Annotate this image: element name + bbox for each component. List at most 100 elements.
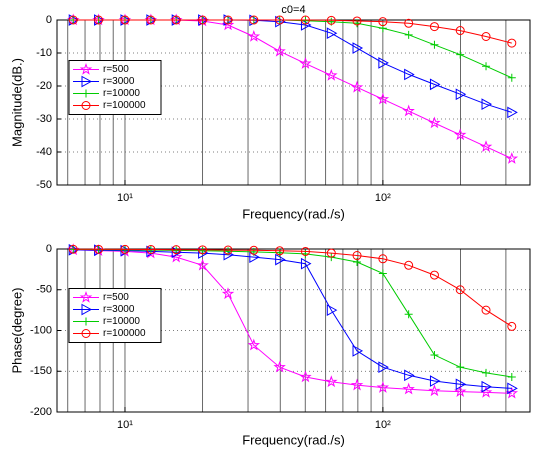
marker [94, 15, 104, 25]
y-tick-label: -40 [36, 146, 52, 158]
marker [456, 50, 465, 59]
marker [81, 329, 91, 338]
marker [428, 384, 441, 397]
x-tick-label: 10¹ [117, 419, 133, 431]
marker [325, 375, 338, 388]
marker [455, 285, 465, 295]
y-tick-label: -20 [36, 80, 52, 92]
marker [378, 57, 389, 69]
marker [479, 140, 493, 153]
marker [68, 244, 78, 254]
marker [404, 18, 414, 28]
y-tick-label: -100 [30, 324, 52, 336]
legend-label: r=10000 [103, 316, 140, 327]
marker [275, 248, 284, 257]
marker [326, 304, 338, 316]
marker [507, 73, 516, 82]
legend-label: r=500 [103, 292, 129, 303]
marker [249, 15, 259, 25]
marker [481, 380, 493, 393]
marker [429, 270, 439, 280]
marker [455, 88, 467, 101]
marker [352, 42, 364, 54]
y-axis-label: Phase(degree) [9, 288, 24, 374]
marker [223, 15, 233, 25]
marker [430, 40, 439, 49]
marker [456, 363, 465, 372]
marker [507, 321, 517, 331]
marker [350, 378, 364, 391]
y-tick-label: -50 [36, 179, 52, 191]
marker [299, 57, 312, 69]
marker [429, 375, 441, 387]
marker [82, 317, 90, 326]
marker [507, 38, 517, 48]
marker [507, 382, 518, 395]
marker [404, 68, 415, 81]
marker [429, 78, 441, 91]
marker [247, 338, 261, 351]
x-axis-label: Frequency(rad./s) [242, 206, 345, 221]
y-tick-label: 0 [46, 243, 52, 255]
y-tick-label: -200 [30, 406, 52, 418]
marker [146, 244, 156, 254]
marker [378, 269, 387, 278]
marker [146, 15, 156, 25]
marker [429, 22, 439, 32]
y-tick-label: -30 [36, 113, 52, 125]
marker [404, 260, 414, 270]
marker [196, 258, 209, 271]
marker [326, 27, 338, 40]
marker [171, 15, 181, 25]
legend-label: r=3000 [103, 304, 135, 315]
marker [79, 62, 93, 75]
marker [120, 15, 130, 25]
marker [82, 89, 90, 98]
marker [402, 382, 415, 395]
marker [68, 15, 78, 25]
marker [300, 257, 312, 270]
marker [275, 246, 285, 256]
marker [378, 254, 388, 264]
marker [481, 98, 493, 110]
marker [376, 92, 390, 105]
marker [430, 350, 439, 359]
marker [352, 345, 364, 357]
marker [223, 245, 233, 255]
marker [301, 16, 310, 25]
x-tick-label: 10¹ [117, 192, 133, 204]
marker [378, 17, 388, 27]
x-tick-label: 10² [375, 192, 391, 204]
y-tick-label: -150 [30, 365, 52, 377]
marker [428, 116, 441, 129]
x-tick-label: 10² [375, 419, 391, 431]
marker [352, 251, 362, 261]
marker [454, 128, 467, 141]
legend-label: r=500 [103, 64, 129, 75]
marker [275, 253, 286, 266]
marker [172, 246, 181, 255]
marker [481, 32, 491, 41]
marker [249, 245, 259, 255]
marker [482, 62, 491, 71]
marker [455, 26, 465, 36]
marker [120, 244, 130, 254]
marker [350, 80, 364, 93]
marker [171, 245, 181, 255]
marker [404, 369, 415, 382]
marker [300, 246, 310, 256]
marker [94, 244, 104, 254]
marker [326, 248, 336, 258]
marker [454, 385, 467, 397]
marker [81, 101, 91, 110]
marker [507, 372, 516, 381]
marker [326, 15, 336, 25]
marker [300, 15, 310, 25]
y-axis-label: Magnitude(dB.) [9, 58, 24, 147]
marker [481, 305, 491, 315]
marker [325, 68, 338, 81]
chart-title: c0=4 [281, 4, 305, 16]
axes-frame [56, 248, 531, 413]
